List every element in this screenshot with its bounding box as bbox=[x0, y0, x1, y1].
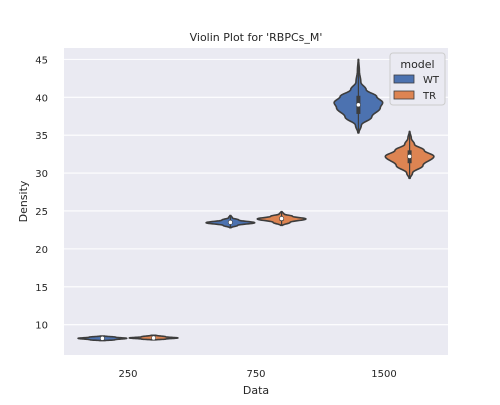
violin-wt-750 bbox=[205, 214, 256, 229]
y-tick-label: 25 bbox=[35, 207, 48, 218]
y-tick-labels: 10 15 20 25 30 35 40 45 bbox=[35, 55, 48, 331]
violin-tr-750 bbox=[256, 210, 307, 227]
violin-median-dot bbox=[100, 335, 105, 341]
plot-background bbox=[64, 48, 448, 355]
y-tick-label: 30 bbox=[35, 169, 48, 180]
legend-label-tr: TR bbox=[422, 91, 436, 102]
violin-median-dot bbox=[355, 102, 361, 108]
legend-title: model bbox=[400, 58, 434, 71]
violin-median-dot bbox=[279, 216, 284, 221]
legend-swatch-wt bbox=[393, 74, 415, 84]
violin-median-dot bbox=[227, 219, 233, 225]
y-axis-label: Density bbox=[17, 180, 30, 222]
violin-wt-1500 bbox=[333, 58, 384, 134]
x-tick-label: 1500 bbox=[371, 369, 396, 380]
violins bbox=[77, 58, 435, 342]
x-tick-labels: 250 750 1500 bbox=[118, 369, 396, 380]
grid bbox=[64, 58, 448, 326]
violin-median-dot bbox=[407, 153, 412, 159]
violin-median-dot bbox=[151, 335, 156, 341]
y-tick-label: 10 bbox=[35, 321, 48, 332]
chart-title: Violin Plot for 'RBPCs_M' bbox=[190, 31, 323, 44]
x-tick-label: 250 bbox=[118, 369, 137, 380]
x-tick-label: 750 bbox=[246, 369, 265, 380]
y-tick-label: 20 bbox=[35, 245, 48, 256]
violin-wt-250 bbox=[77, 335, 128, 342]
legend-label-wt: WT bbox=[423, 75, 440, 86]
violin-tr-250 bbox=[128, 334, 179, 341]
legend-swatch-tr bbox=[393, 90, 415, 100]
y-tick-label: 15 bbox=[35, 283, 48, 294]
legend: model WT TR bbox=[389, 52, 446, 106]
x-axis-label: Data bbox=[243, 384, 269, 397]
y-tick-label: 35 bbox=[35, 131, 48, 142]
y-tick-label: 40 bbox=[35, 93, 48, 104]
y-tick-label: 45 bbox=[35, 55, 48, 66]
violin-tr-1500 bbox=[384, 130, 435, 180]
